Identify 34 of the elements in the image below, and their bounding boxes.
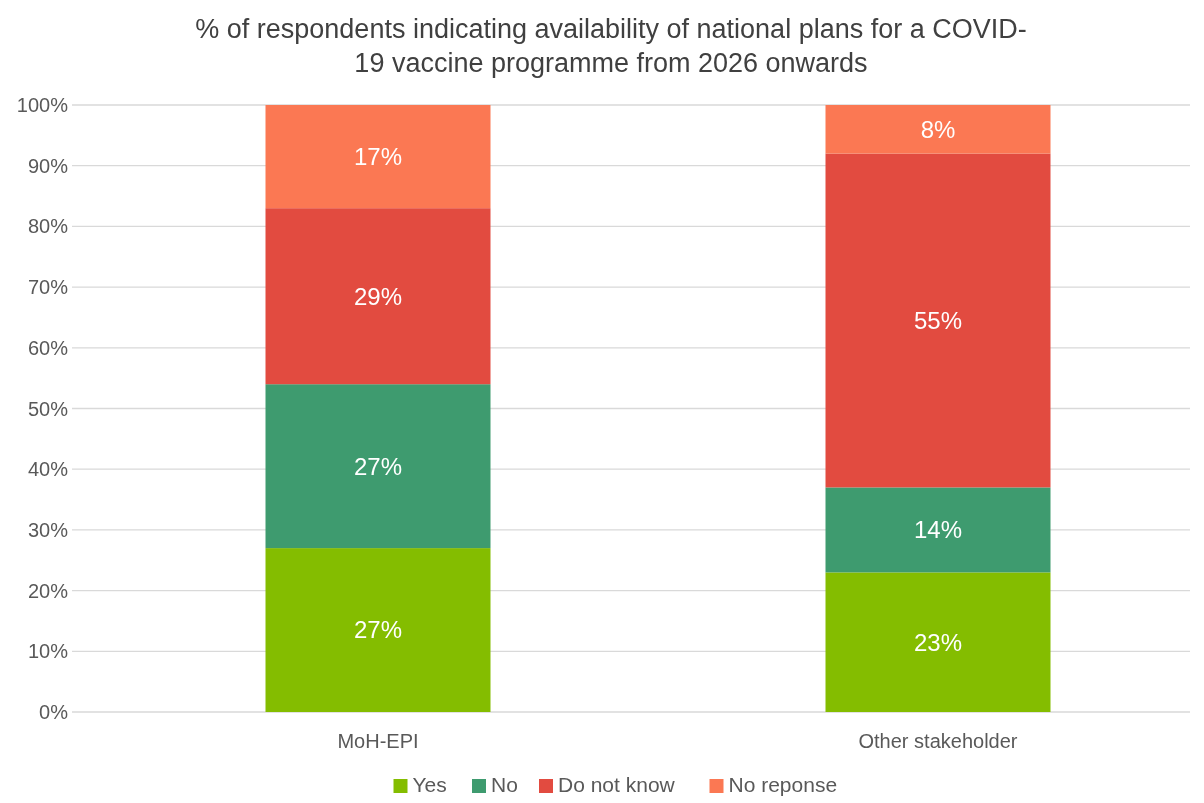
bar <box>825 105 1051 154</box>
data-label: 27% <box>353 452 403 480</box>
y-tick-label: 100% <box>16 94 69 116</box>
y-tick-label: 30% <box>27 518 69 541</box>
bar <box>265 105 491 209</box>
y-tick-label: 40% <box>27 458 69 481</box>
data-label: 17% <box>353 142 403 170</box>
data-label: 23% <box>913 628 963 656</box>
data-label: 55% <box>913 306 963 334</box>
legend-label: No reponse <box>728 773 838 796</box>
y-tick-label: 70% <box>27 276 69 299</box>
bar <box>265 208 491 385</box>
bar <box>265 384 491 549</box>
y-tick-label: 20% <box>27 579 69 602</box>
data-label: 14% <box>913 516 963 544</box>
legend-label: Do not know <box>558 773 676 796</box>
bar <box>265 548 491 712</box>
x-tick-label: Other stakeholder <box>858 730 1018 752</box>
y-tick-label: 10% <box>27 640 69 663</box>
chart-title: % of respondents indicating availability of national plans for a COVID-19 vaccine programme from 2026 onwards <box>195 14 1027 78</box>
data-label: 27% <box>353 616 403 644</box>
legend-label: No <box>491 773 518 796</box>
bar <box>825 572 1051 712</box>
data-label: 29% <box>353 282 403 310</box>
legend-label: Yes <box>412 773 447 796</box>
y-tick-label: 60% <box>27 336 69 359</box>
y-tick-label: 50% <box>27 397 69 420</box>
y-tick-label: 90% <box>27 154 69 177</box>
data-label: 8% <box>920 115 956 143</box>
y-tick-label: 0% <box>39 701 69 723</box>
bar <box>825 153 1051 488</box>
bar <box>825 487 1051 573</box>
x-tick-label: MoH-EPI <box>337 730 419 752</box>
y-tick-label: 80% <box>27 215 69 238</box>
